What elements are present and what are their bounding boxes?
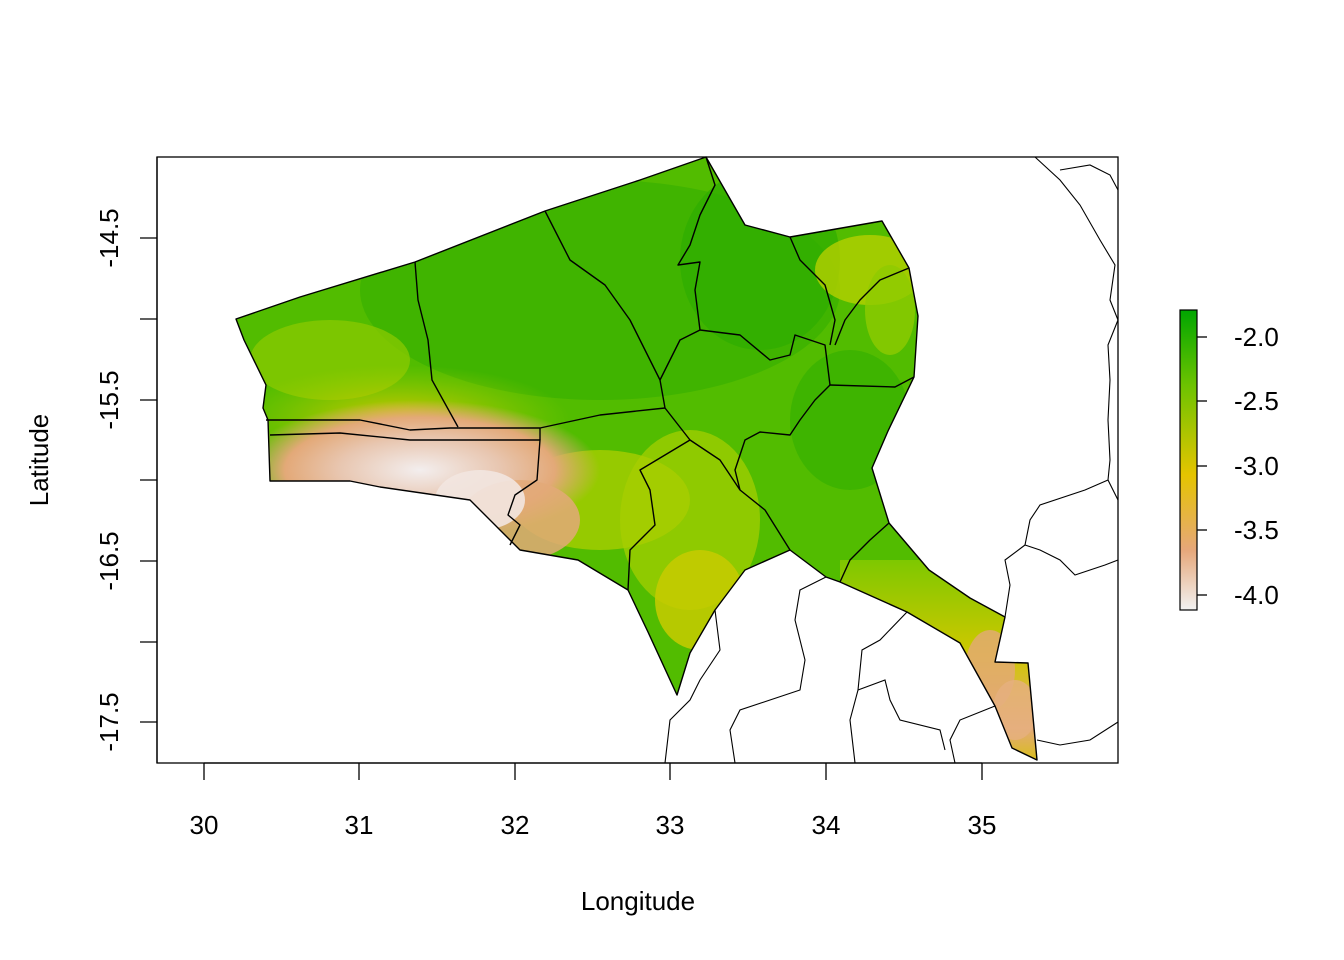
y-axis-title: Latitude bbox=[24, 414, 54, 507]
district-border bbox=[414, 261, 459, 428]
x-tick-label: 30 bbox=[190, 810, 219, 840]
legend-tick-label: -2.0 bbox=[1234, 322, 1279, 352]
precipitation-raster bbox=[236, 157, 1037, 760]
x-tick-label: 31 bbox=[345, 810, 374, 840]
x-tick-label: 34 bbox=[812, 810, 841, 840]
district-border bbox=[839, 522, 890, 583]
district-border bbox=[627, 439, 691, 591]
x-tick-label: 32 bbox=[501, 810, 530, 840]
legend-tick-label: -3.5 bbox=[1234, 515, 1279, 545]
district-border bbox=[269, 432, 541, 546]
district-border bbox=[544, 210, 791, 551]
y-tick-label: -16.5 bbox=[94, 531, 124, 590]
district-border bbox=[829, 376, 915, 388]
legend-tick-label: -4.0 bbox=[1234, 580, 1279, 610]
legend-colorbar bbox=[1179, 309, 1198, 611]
legend-tick-label: -2.5 bbox=[1234, 386, 1279, 416]
y-tick-label: -15.5 bbox=[94, 370, 124, 429]
district-border bbox=[734, 384, 831, 491]
district-borders bbox=[266, 156, 915, 591]
district-border bbox=[266, 407, 666, 431]
y-tick-label: -17.5 bbox=[94, 692, 124, 751]
x-axis: 30 31 32 33 34 35 Longitude bbox=[190, 762, 997, 916]
x-tick-label: 35 bbox=[968, 810, 997, 840]
district-border bbox=[789, 236, 836, 346]
district-border bbox=[834, 267, 910, 346]
y-axis: -14.5 -15.5 -16.5 -17.5 Latitude bbox=[24, 157, 158, 763]
legend-tick-label: -3.0 bbox=[1234, 451, 1279, 481]
y-tick-label: -14.5 bbox=[94, 208, 124, 267]
color-legend: -2.0 -2.5 -3.0 -3.5 -4.0 bbox=[1179, 309, 1279, 611]
x-axis-title: Longitude bbox=[581, 886, 695, 916]
x-tick-label: 33 bbox=[656, 810, 685, 840]
district-border bbox=[677, 156, 716, 331]
neighbor-borders bbox=[664, 156, 1119, 764]
district-border bbox=[699, 329, 831, 386]
district-border bbox=[659, 329, 701, 381]
